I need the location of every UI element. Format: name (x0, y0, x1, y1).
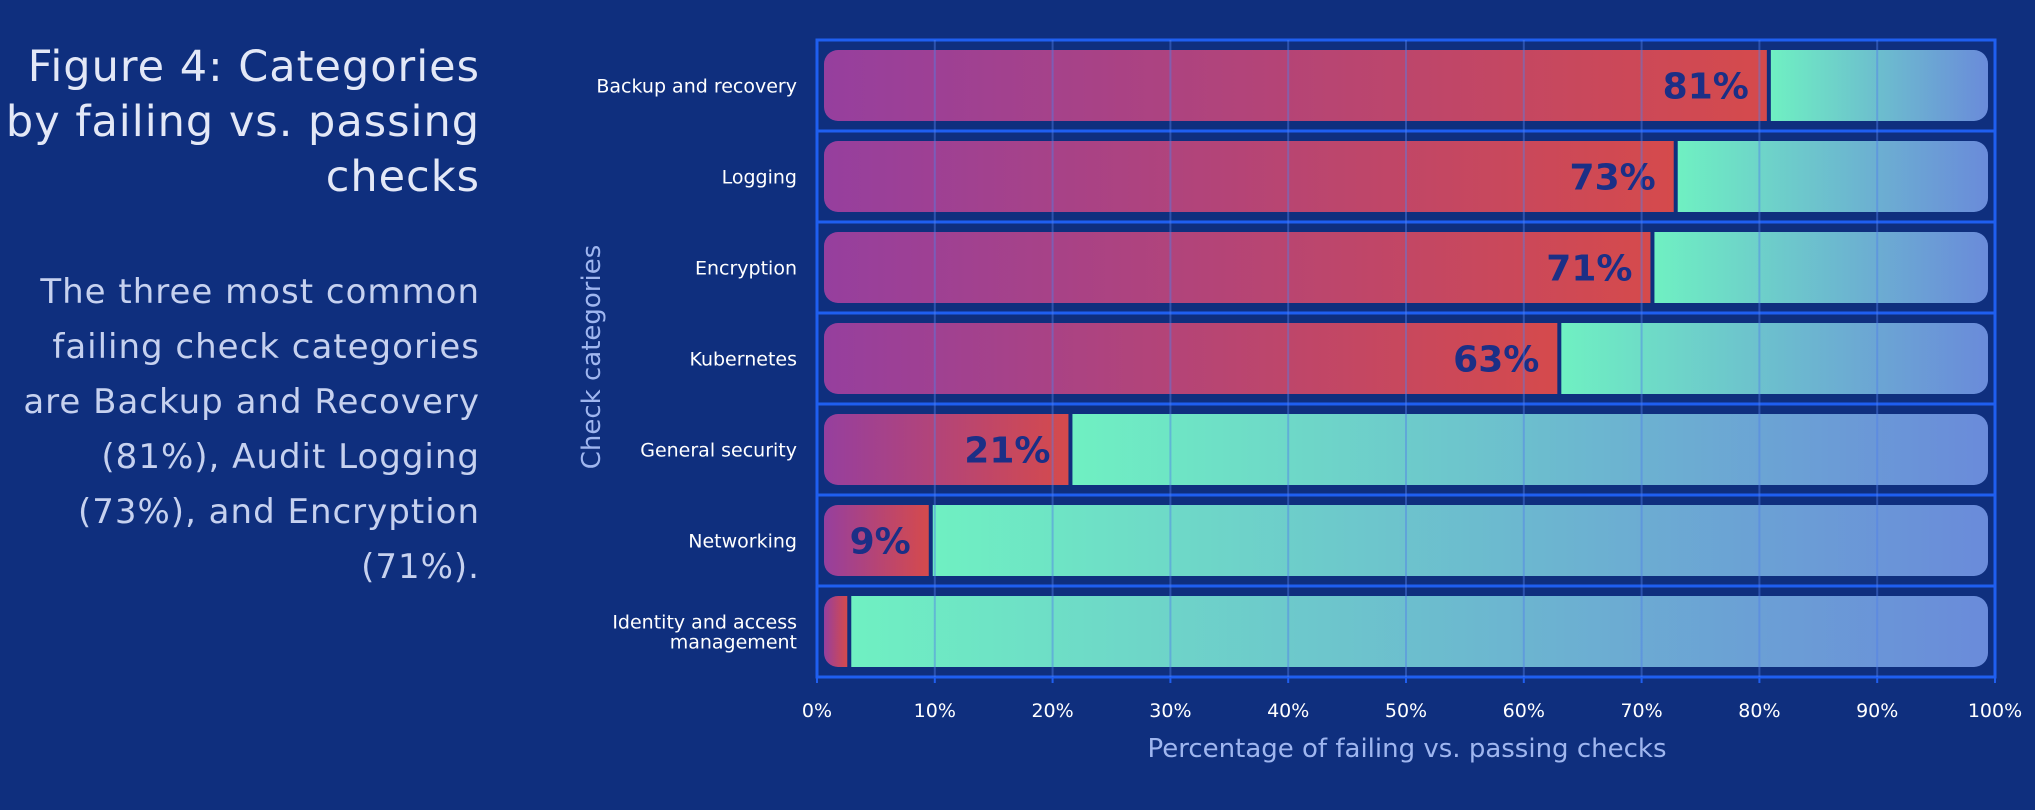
x-tick-label: 80% (1738, 700, 1780, 722)
category-label: Identity and access management (612, 612, 797, 654)
figure-title: Figure 4: Categories by failing vs. pass… (5, 42, 480, 202)
category-label-line: Identity and access (612, 612, 797, 634)
category-label: Encryption (695, 258, 797, 280)
bar-value-label: 9% (850, 522, 911, 563)
x-tick-label: 50% (1385, 700, 1427, 722)
figure-description: The three most common failing check cate… (23, 272, 480, 587)
passing-bar (851, 596, 1988, 667)
passing-bar (932, 505, 1988, 576)
bar-value-label: 63% (1453, 340, 1539, 381)
passing-bar (1072, 414, 1988, 485)
failing-bar (824, 141, 1674, 212)
bar-value-label: 71% (1546, 249, 1632, 290)
x-axis-title: Percentage of failing vs. passing checks (1148, 734, 1667, 764)
x-tick-label: 10% (914, 700, 956, 722)
x-tick-label: 30% (1149, 700, 1191, 722)
failing-bar (824, 505, 929, 576)
category-label-line: General security (640, 440, 797, 462)
category-label-line: Networking (688, 531, 797, 553)
x-tick-label: 40% (1267, 700, 1309, 722)
passing-bar (1677, 141, 1988, 212)
x-tick-label: 60% (1503, 700, 1545, 722)
x-tick-label: 90% (1856, 700, 1898, 722)
category-label-line: Backup and recovery (596, 76, 797, 98)
category-label: Networking (688, 531, 797, 553)
bar-row (824, 50, 1988, 121)
figure-text-panel: Figure 4: Categories by failing vs. pass… (0, 40, 480, 595)
passing-bar (1770, 50, 1988, 121)
failing-bar (824, 232, 1651, 303)
bar-value-label: 73% (1570, 158, 1656, 199)
category-label: General security (640, 440, 797, 462)
category-label: Logging (722, 167, 797, 189)
bar-row (824, 505, 1988, 576)
bar-row (824, 414, 1988, 485)
category-label: Backup and recovery (596, 76, 797, 98)
passing-bar (1561, 323, 1988, 394)
category-label-line: Kubernetes (689, 349, 797, 371)
bar-row (824, 596, 1988, 667)
x-tick-label: 70% (1620, 700, 1662, 722)
failing-bar (824, 50, 1767, 121)
bar-row (824, 232, 1988, 303)
category-label-line: management (670, 632, 797, 654)
bar-row (824, 323, 1988, 394)
bar-value-label: 81% (1663, 67, 1749, 108)
failing-bar (824, 323, 1558, 394)
bar-value-label: 21% (964, 431, 1050, 472)
x-tick-label: 0% (802, 700, 832, 722)
bar-row (824, 141, 1988, 212)
x-tick-label: 100% (1968, 700, 2022, 722)
y-axis-title: Check categories (577, 245, 607, 470)
x-tick-label: 20% (1031, 700, 1073, 722)
category-label-line: Encryption (695, 258, 797, 280)
category-label-line: Logging (722, 167, 797, 189)
failing-bar (824, 414, 1069, 485)
failing-bar (824, 596, 848, 667)
passing-bar (1654, 232, 1988, 303)
category-label: Kubernetes (689, 349, 797, 371)
